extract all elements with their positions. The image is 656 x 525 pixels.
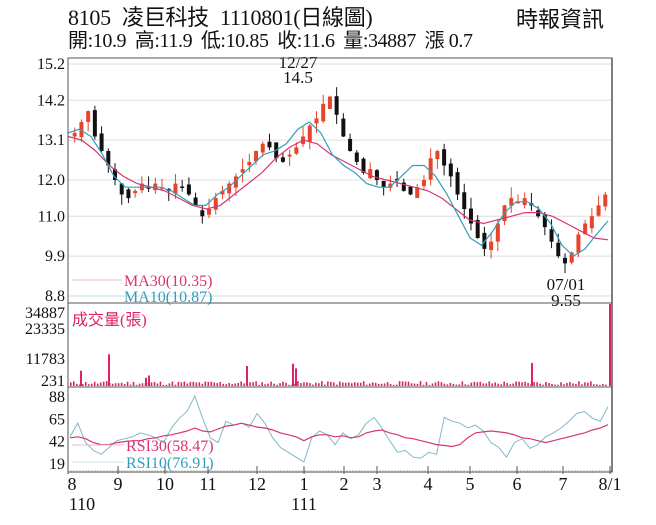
- close-price: 收:11.6: [277, 30, 335, 52]
- x-month-label: 2: [340, 474, 349, 494]
- rsi-panel: 88 65 42 19 RSI30(58.47)RSI10(76.91): [49, 389, 609, 473]
- volume-spike: [80, 370, 82, 386]
- low-date-annotation: 07/01: [547, 275, 586, 294]
- rsi10-legend: RSI10(76.91): [126, 455, 214, 472]
- volume-panel-title: 成交量(張): [72, 311, 147, 329]
- x-month-label: 11: [199, 474, 216, 494]
- volume-spike: [145, 377, 147, 386]
- price-tick-label: 12.0: [37, 172, 65, 189]
- x-month-label: 7: [559, 474, 568, 494]
- x-year-label: 110: [69, 494, 95, 514]
- rsi30-line: [69, 422, 609, 448]
- x-month-label: 8/1: [598, 474, 621, 494]
- x-year-label: 111: [291, 494, 317, 514]
- volume-spike: [295, 368, 297, 386]
- volume-value: 量:34887: [343, 30, 416, 52]
- price-panel: 15.214.213.112.011.09.98.812/2714.507/01…: [37, 53, 612, 310]
- open-price: 開:10.9: [68, 30, 127, 52]
- x-month-label: 6: [513, 474, 522, 494]
- ma10-legend: MA10(10.87): [124, 289, 212, 306]
- rsi-tick-label: 88: [49, 389, 65, 406]
- x-axis: 8 9 10 11 12 1 2 3 4 5 6 7 8/1110 111: [67, 57, 622, 514]
- x-month-label: 12: [248, 474, 266, 494]
- x-month-label: 4: [424, 474, 433, 494]
- x-month-label: 8: [68, 474, 77, 494]
- rsi-tick-label: 65: [49, 411, 65, 428]
- x-month-label: 9: [114, 474, 123, 494]
- volume-tick-label: 23335: [25, 321, 65, 338]
- high-price: 高:11.9: [134, 30, 193, 52]
- volume-tick-label: 231: [41, 373, 65, 390]
- stock-name: 凌巨科技: [122, 5, 209, 30]
- chart-date-label: 1110801(日線圖): [220, 5, 373, 30]
- price-change: 漲 0.7: [424, 30, 473, 52]
- low-price: 低:10.85: [200, 30, 269, 52]
- rsi30-legend: RSI30(58.47): [126, 438, 214, 455]
- x-month-label: 5: [466, 474, 475, 494]
- price-tick-label: 14.2: [37, 92, 65, 109]
- volume-spike: [292, 363, 294, 386]
- x-month-label: 1: [300, 474, 309, 494]
- volume-spike: [246, 366, 248, 386]
- volume-spike: [531, 362, 533, 386]
- data-source: 時報資訊: [516, 7, 605, 32]
- rsi10-line: [69, 394, 609, 463]
- rsi-tick-label: 19: [49, 456, 65, 473]
- x-month-label: 10: [156, 474, 174, 494]
- high-value-annotation: 14.5: [283, 68, 313, 87]
- price-tick-label: 13.1: [37, 132, 65, 149]
- volume-tick-label: 34887: [25, 305, 65, 322]
- price-tick-label: 9.9: [45, 248, 65, 265]
- volume-spike: [108, 354, 110, 386]
- x-month-label: 3: [373, 474, 382, 494]
- volume-spike: [609, 304, 611, 386]
- price-tick-label: 11.0: [38, 208, 65, 225]
- chart-title: 8105 凌巨科技 1110801(日線圖): [68, 6, 378, 30]
- ma30-line: [67, 135, 609, 241]
- price-tick-label: 15.2: [37, 56, 65, 73]
- volume-tick-label: 11783: [26, 351, 65, 368]
- quote-summary: 開:10.9 高:11.9 低:10.85 收:11.6 量:34887 漲 0…: [68, 30, 477, 52]
- low-value-annotation: 9.55: [551, 291, 581, 310]
- rsi-tick-label: 42: [49, 434, 65, 451]
- price-tick-label: 8.8: [45, 288, 65, 305]
- volume-spike: [148, 375, 150, 386]
- stock-code: 8105: [68, 5, 111, 30]
- ma30-legend: MA30(10.35): [124, 273, 212, 290]
- ma10-line: [67, 121, 609, 257]
